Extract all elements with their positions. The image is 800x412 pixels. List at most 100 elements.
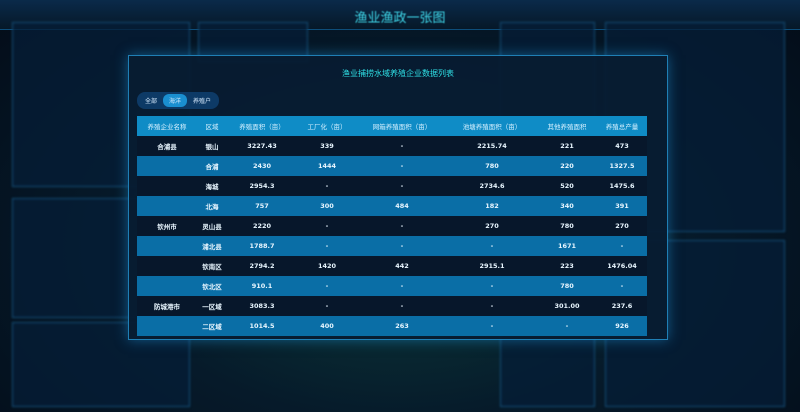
tab-2[interactable]: 养殖户 [193, 98, 212, 105]
table-cell: 223 [537, 256, 597, 276]
table-cell: - [297, 236, 357, 256]
table-cell: - [597, 276, 647, 296]
table-cell: 2215.74 [447, 136, 537, 156]
table-cell: - [447, 316, 537, 336]
table-cell: - [357, 176, 447, 196]
column-header: 养殖总产量 [597, 116, 647, 136]
table-cell: 221 [537, 136, 597, 156]
table-cell: - [447, 236, 537, 256]
data-table: 养殖企业名称 区域 养殖面积（亩） 工厂化（亩） 网箱养殖面积（亩） 池塘养殖面积（亩）其… [137, 116, 647, 336]
table-cell: - [357, 216, 447, 236]
table-cell: 442 [357, 256, 447, 276]
table-row[interactable]: 钦州市 灵山县 2220- -270 780 270 [137, 216, 647, 236]
table-cell [137, 176, 197, 196]
table-cell: 2430 [227, 156, 297, 176]
table-cell: 301.00 [537, 296, 597, 316]
table-cell: 一区域 [197, 296, 227, 316]
table-cell: 2915.1 [447, 256, 537, 276]
modal-title: 渔业捕捞水域养殖企业数据列表 [342, 69, 454, 78]
table-cell: 780 [537, 216, 597, 236]
table-cell: 780 [537, 276, 597, 296]
table-row[interactable]: 二区域 1014.5 400 263- -926 [137, 316, 647, 336]
table-cell: 780 [447, 156, 537, 176]
table-cell: - [357, 296, 447, 316]
column-header: 池塘养殖面积（亩） [447, 116, 537, 136]
table-cell: 270 [447, 216, 537, 236]
table-cell: - [357, 276, 447, 296]
data-list-modal: 渔业捕捞水域养殖企业数据列表 全部 海洋 养殖户 养殖企业名称 区域 养殖面积（亩） 工厂… [128, 55, 668, 340]
table-row[interactable]: 防城港市 一区域 3083.3- - -301.00 237.6 [137, 296, 647, 316]
table-cell: 1475.6 [597, 176, 647, 196]
table-cell: - [357, 236, 447, 256]
table-cell: - [297, 296, 357, 316]
column-header: 区域 [197, 116, 227, 136]
table-cell: 海城 [197, 176, 227, 196]
table-cell: - [357, 136, 447, 156]
table-cell: 防城港市 [137, 296, 197, 316]
table-cell: 263 [357, 316, 447, 336]
table-cell: - [297, 176, 357, 196]
table-cell: 3227.43 [227, 136, 297, 156]
table-cell [137, 316, 197, 336]
table-cell: 340 [537, 196, 597, 216]
table-cell: 1327.5 [597, 156, 647, 176]
table-cell: 北海 [197, 196, 227, 216]
table-cell: 二区域 [197, 316, 227, 336]
table-cell [137, 256, 197, 276]
table-cell [137, 236, 197, 256]
table-cell: 合浦县 [137, 136, 197, 156]
table-cell: 520 [537, 176, 597, 196]
tab-bar: 全部 海洋 养殖户 [137, 92, 220, 109]
table-cell: 钦北区 [197, 276, 227, 296]
table-cell: 1444 [297, 156, 357, 176]
column-header: 网箱养殖面积（亩） [357, 116, 447, 136]
table-row[interactable]: 北海 757 300 484 182 340 391 [137, 196, 647, 216]
table-cell: 合浦 [197, 156, 227, 176]
table-cell: 3083.3 [227, 296, 297, 316]
table-cell: 237.6 [597, 296, 647, 316]
app-title: 渔业渔政一张图 [354, 11, 446, 26]
table-cell: 钦州市 [137, 216, 197, 236]
table-row[interactable]: 钦南区 2794.2 1420 442 2915.1 223 1476.04 [137, 256, 647, 276]
table-cell: 339 [297, 136, 357, 156]
table-row[interactable]: 浦北县 1788.7- - -1671- [137, 236, 647, 256]
column-header: 工厂化（亩） [297, 116, 357, 136]
table-cell: 910.1 [227, 276, 297, 296]
table-cell: - [297, 276, 357, 296]
table-cell: 1014.5 [227, 316, 297, 336]
table-cell: 182 [447, 196, 537, 216]
table-cell: 2734.6 [447, 176, 537, 196]
table-cell: 银山 [197, 136, 227, 156]
table-cell: 757 [227, 196, 297, 216]
table-cell: 1420 [297, 256, 357, 276]
table-cell: 220 [537, 156, 597, 176]
table-cell: - [357, 156, 447, 176]
table-cell: 浦北县 [197, 236, 227, 256]
table-cell [137, 196, 197, 216]
table-cell [137, 156, 197, 176]
table-cell: 1671 [537, 236, 597, 256]
tab-1[interactable]: 海洋 [163, 94, 188, 107]
table-cell: 2220 [227, 216, 297, 236]
table-row[interactable]: 合浦 2430 1444-780 220 1327.5 [137, 156, 647, 176]
table-cell: 473 [597, 136, 647, 156]
table-cell: - [597, 236, 647, 256]
table-row[interactable]: 海城 2954.3- -2734.6 520 1475.6 [137, 176, 647, 196]
table-row[interactable]: 合浦县 银山 3227.43 339-2215.74 221 473 [137, 136, 647, 156]
table-cell: - [447, 296, 537, 316]
table-cell: 400 [297, 316, 357, 336]
table-cell: 926 [597, 316, 647, 336]
table-row[interactable]: 钦北区 910.1- - -780- [137, 276, 647, 296]
table-cell: 2794.2 [227, 256, 297, 276]
table-cell: 钦南区 [197, 256, 227, 276]
column-header: 养殖面积（亩） [227, 116, 297, 136]
tab-0[interactable]: 全部 [145, 98, 158, 105]
column-header: 其他养殖面积 [537, 116, 597, 136]
table-cell: 300 [297, 196, 357, 216]
table-cell: 484 [357, 196, 447, 216]
table-cell: - [297, 216, 357, 236]
table-cell: 灵山县 [197, 216, 227, 236]
table-cell: 2954.3 [227, 176, 297, 196]
column-header: 养殖企业名称 [137, 116, 197, 136]
table-cell: - [537, 316, 597, 336]
